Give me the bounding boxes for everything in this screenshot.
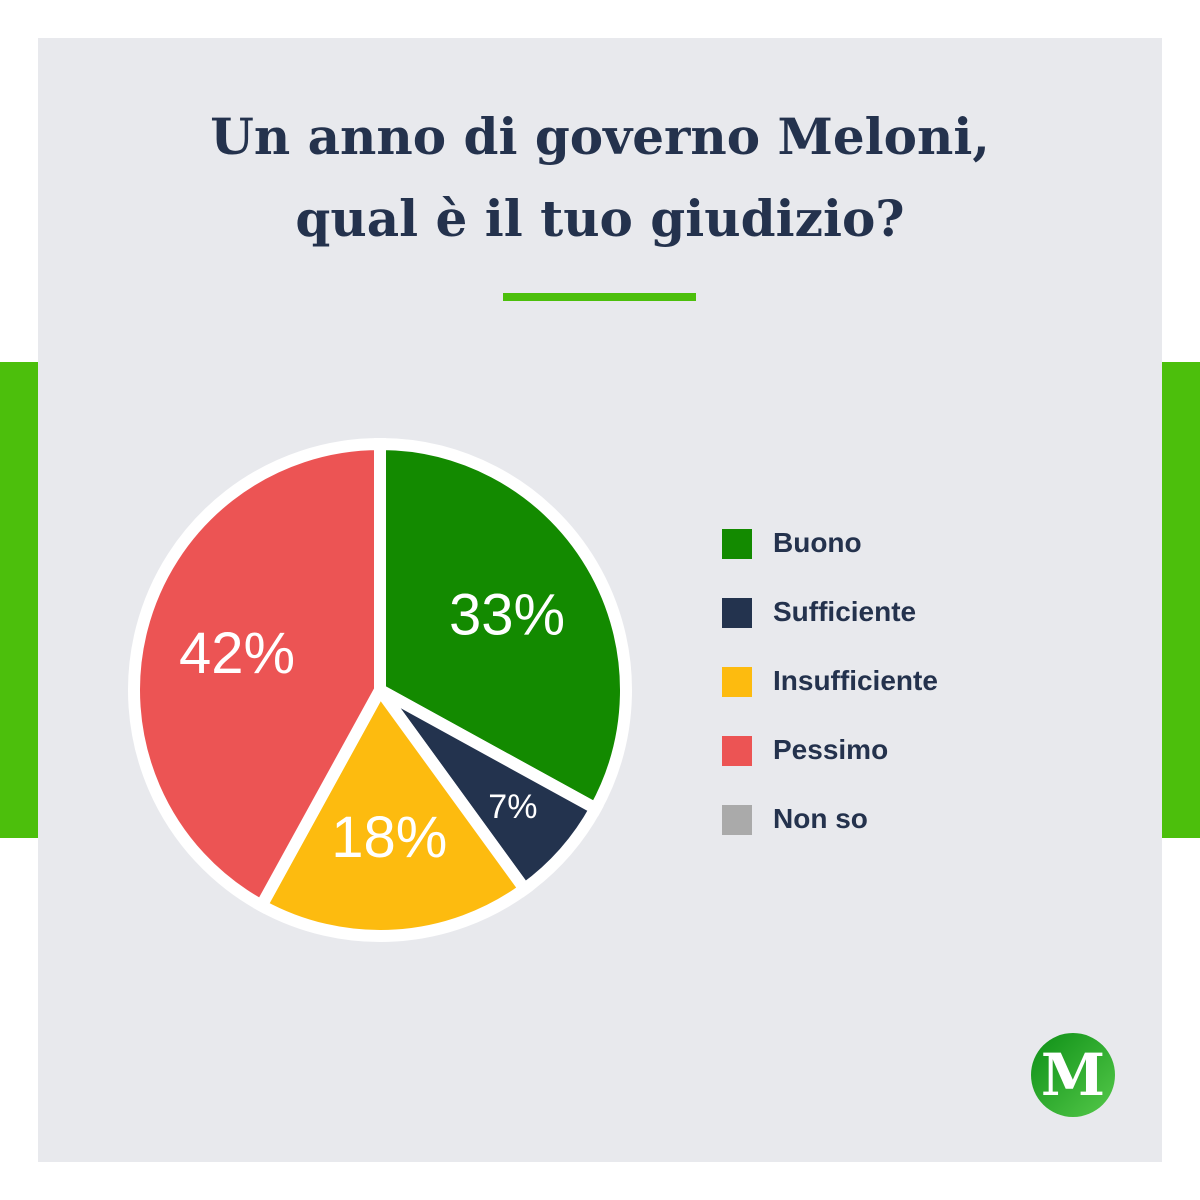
legend-item-insufficiente: Insufficiente	[722, 658, 938, 727]
legend-item-buono: Buono	[722, 520, 938, 589]
pie-slice-insufficiente	[253, 678, 533, 942]
legend-swatch	[722, 529, 752, 559]
data-label-buono: 33%	[449, 582, 565, 647]
legend-label: Non so	[773, 803, 868, 834]
legend-swatch	[722, 805, 752, 835]
logo-circle	[1031, 1033, 1115, 1117]
title-line-1: Un anno di governo Meloni,	[210, 107, 990, 166]
legend-label: Buono	[773, 527, 862, 558]
data-label-sufficiente: 7%	[488, 788, 537, 826]
legend-label: Insufficiente	[773, 665, 938, 696]
legend-swatch	[722, 598, 752, 628]
legend-item-non-so: Non so	[722, 796, 938, 865]
legend-swatch	[722, 667, 752, 697]
legend-item-sufficiente: Sufficiente	[722, 589, 938, 658]
chart-legend: Buono Sufficiente Insufficiente Pessimo Non …	[722, 520, 938, 865]
pie-slice-pessimo	[128, 437, 386, 914]
left-accent-bar	[0, 362, 38, 838]
logo-letter: M	[1041, 1041, 1105, 1109]
legend-label: Sufficiente	[773, 596, 917, 627]
m-logo-icon: M	[1031, 1033, 1115, 1117]
right-accent-bar	[1162, 362, 1200, 838]
page-title: Un anno di governo Meloni, qual è il tuo…	[0, 96, 1200, 260]
data-label-insufficiente: 18%	[331, 805, 447, 870]
legend-label: Pessimo	[773, 734, 889, 765]
data-label-pessimo: 42%	[179, 621, 295, 686]
legend-swatch	[722, 736, 752, 766]
title-underline	[503, 293, 696, 301]
title-line-2: qual è il tuo giudizio?	[295, 189, 905, 248]
legend-item-pessimo: Pessimo	[722, 727, 938, 796]
